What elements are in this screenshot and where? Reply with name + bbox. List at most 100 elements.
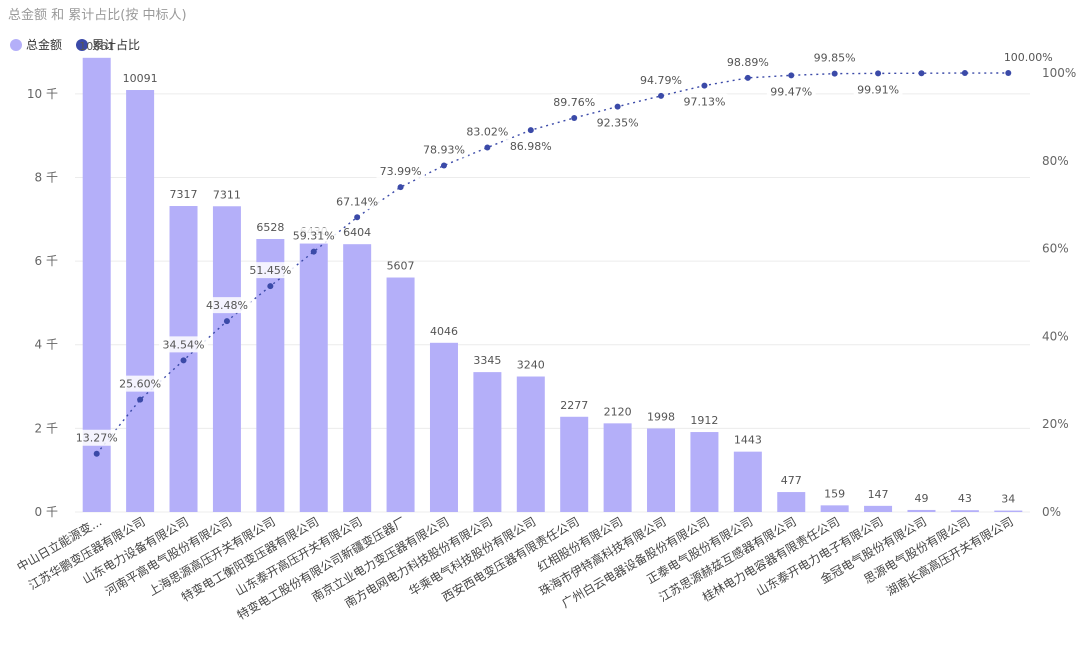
bar bbox=[256, 239, 285, 512]
bar bbox=[429, 342, 458, 512]
line-label-text: 100.00% bbox=[1004, 51, 1053, 64]
line-label-bg bbox=[289, 227, 339, 244]
line-label-bg bbox=[419, 141, 469, 158]
bar bbox=[386, 277, 415, 512]
bar bbox=[473, 372, 502, 512]
y-left-tick-label: 4 千 bbox=[35, 338, 58, 352]
bar-data-label: 1912 bbox=[690, 414, 718, 427]
line-data-label: 89.76% bbox=[549, 93, 599, 110]
line-point bbox=[961, 70, 968, 77]
y-left-tick-label: 8 千 bbox=[35, 170, 58, 184]
line-label-bg bbox=[72, 429, 122, 446]
line-point bbox=[397, 184, 404, 191]
line-label-bg bbox=[853, 81, 903, 98]
legend: 总金额 累计占比 bbox=[10, 36, 140, 53]
line-label-bg bbox=[376, 163, 425, 180]
bar bbox=[299, 243, 328, 513]
line-label-bg bbox=[723, 53, 773, 70]
bar-data-label: 1998 bbox=[647, 410, 675, 423]
line-label-bg bbox=[506, 138, 556, 155]
bar-data-label: 147 bbox=[868, 488, 889, 501]
y-right-tick-label: 20% bbox=[1042, 417, 1069, 431]
line-label-bg bbox=[462, 123, 512, 140]
y-left-tick-label: 10 千 bbox=[27, 87, 58, 101]
line-data-label: 97.13% bbox=[680, 93, 729, 110]
line-label-bg bbox=[245, 262, 295, 279]
bar-data-label: 1443 bbox=[734, 434, 762, 447]
line-data-label: 92.35% bbox=[593, 114, 643, 131]
legend-bar-swatch-icon bbox=[10, 38, 22, 51]
bar-data-label: 5607 bbox=[387, 260, 415, 273]
line-data-label: 100.00% bbox=[1000, 49, 1057, 65]
line-data-label: 73.99% bbox=[376, 163, 425, 180]
legend-item-line[interactable]: 累计占比 bbox=[76, 36, 140, 53]
line-data-label: 43.48% bbox=[202, 297, 252, 314]
line-label-text: 43.48% bbox=[206, 299, 248, 312]
line-label-bg bbox=[115, 375, 165, 392]
bar bbox=[126, 90, 155, 512]
y-right-tick-label: 0% bbox=[1042, 505, 1061, 519]
line-label-bg bbox=[766, 83, 816, 100]
line-label-bg bbox=[332, 193, 382, 210]
line-label-text: 98.89% bbox=[727, 56, 769, 69]
bar-data-label: 10091 bbox=[123, 72, 158, 85]
bar-data-label: 7311 bbox=[213, 188, 241, 201]
line-label-text: 94.79% bbox=[640, 74, 682, 87]
line-point bbox=[137, 396, 144, 403]
line-point bbox=[354, 214, 361, 221]
line-point bbox=[658, 92, 665, 99]
bar bbox=[994, 510, 1023, 512]
line-point bbox=[744, 74, 751, 81]
line-point bbox=[571, 114, 578, 121]
y-right-tick-label: 80% bbox=[1042, 154, 1069, 168]
line-point bbox=[93, 450, 100, 457]
line-label-text: 86.98% bbox=[510, 140, 552, 153]
line-data-label: 67.14% bbox=[332, 193, 382, 210]
bar bbox=[690, 432, 719, 512]
line-label-text: 51.45% bbox=[249, 264, 291, 277]
line-point bbox=[267, 283, 274, 290]
legend-item-bar[interactable]: 总金额 bbox=[10, 36, 62, 53]
y-left-tick-label: 6 千 bbox=[35, 254, 58, 268]
chart-title: 总金额 和 累计占比(按 中标人) bbox=[8, 8, 187, 23]
line-label-text: 99.47% bbox=[770, 85, 812, 98]
line-label-text: 13.27% bbox=[76, 432, 118, 445]
line-label-text: 99.85% bbox=[814, 52, 856, 65]
line-point bbox=[831, 70, 838, 77]
line-data-label: 86.98% bbox=[506, 138, 556, 155]
line-data-label: 78.93% bbox=[419, 141, 469, 158]
y-left-tick-label: 2 千 bbox=[35, 421, 58, 435]
line-label-bg bbox=[1000, 49, 1057, 65]
line-label-bg bbox=[636, 71, 686, 88]
bar-data-label: 4046 bbox=[430, 325, 458, 338]
bar-data-label: 49 bbox=[914, 492, 928, 505]
bar bbox=[343, 244, 372, 513]
bar bbox=[212, 206, 241, 512]
line-label-text: 83.02% bbox=[466, 126, 508, 139]
y-right-tick-label: 40% bbox=[1042, 329, 1069, 343]
bar-data-label: 3240 bbox=[517, 359, 545, 372]
bar bbox=[516, 376, 545, 512]
line-point bbox=[788, 72, 795, 79]
line-label-text: 25.60% bbox=[119, 378, 161, 391]
bar bbox=[777, 492, 806, 512]
line-label-text: 99.91% bbox=[857, 83, 899, 96]
line-data-label: 99.47% bbox=[766, 83, 816, 100]
line-data-label: 51.45% bbox=[245, 262, 295, 279]
line-label-text: 92.35% bbox=[597, 117, 639, 130]
line-label-text: 78.93% bbox=[423, 143, 465, 156]
y-right-tick-label: 100% bbox=[1042, 66, 1076, 80]
line-data-label: 94.79% bbox=[636, 71, 686, 88]
bar-data-label: 7317 bbox=[170, 188, 198, 201]
line-label-text: 59.31% bbox=[293, 230, 335, 243]
line-point bbox=[701, 82, 708, 89]
line-label-text: 89.76% bbox=[553, 96, 595, 109]
line-point bbox=[223, 318, 230, 325]
line-label-bg bbox=[593, 114, 643, 131]
bar-data-label: 10861 bbox=[79, 40, 114, 53]
line-label-bg bbox=[159, 336, 208, 353]
bar-data-label: 43 bbox=[958, 492, 972, 505]
line-point bbox=[1005, 70, 1012, 76]
